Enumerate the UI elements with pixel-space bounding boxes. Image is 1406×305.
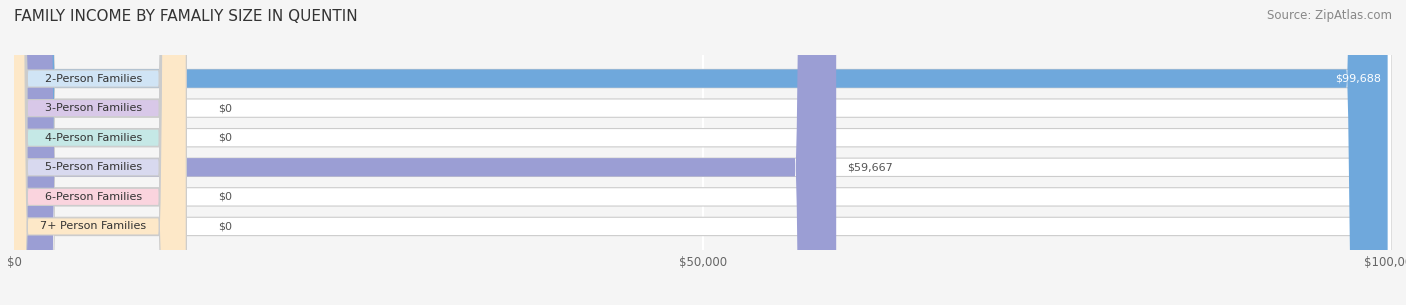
Text: 2-Person Families: 2-Person Families	[45, 74, 142, 84]
FancyBboxPatch shape	[14, 0, 1392, 305]
FancyBboxPatch shape	[0, 0, 187, 305]
Text: Source: ZipAtlas.com: Source: ZipAtlas.com	[1267, 9, 1392, 22]
Text: $0: $0	[218, 133, 232, 143]
Text: $59,667: $59,667	[848, 162, 893, 172]
Text: $0: $0	[218, 103, 232, 113]
FancyBboxPatch shape	[14, 0, 1392, 305]
FancyBboxPatch shape	[0, 0, 187, 305]
FancyBboxPatch shape	[14, 0, 1388, 305]
Text: 5-Person Families: 5-Person Families	[45, 162, 142, 172]
Text: FAMILY INCOME BY FAMALIY SIZE IN QUENTIN: FAMILY INCOME BY FAMALIY SIZE IN QUENTIN	[14, 9, 357, 24]
Text: $0: $0	[218, 221, 232, 231]
FancyBboxPatch shape	[14, 0, 1392, 305]
FancyBboxPatch shape	[0, 0, 187, 305]
Text: 7+ Person Families: 7+ Person Families	[41, 221, 146, 231]
Text: 4-Person Families: 4-Person Families	[45, 133, 142, 143]
Text: $0: $0	[218, 192, 232, 202]
Text: $99,688: $99,688	[1334, 74, 1381, 84]
FancyBboxPatch shape	[14, 0, 837, 305]
FancyBboxPatch shape	[14, 0, 1392, 305]
FancyBboxPatch shape	[14, 0, 1392, 305]
FancyBboxPatch shape	[0, 0, 187, 305]
FancyBboxPatch shape	[0, 0, 187, 305]
FancyBboxPatch shape	[0, 0, 187, 305]
Text: 6-Person Families: 6-Person Families	[45, 192, 142, 202]
Text: 3-Person Families: 3-Person Families	[45, 103, 142, 113]
FancyBboxPatch shape	[14, 0, 1392, 305]
